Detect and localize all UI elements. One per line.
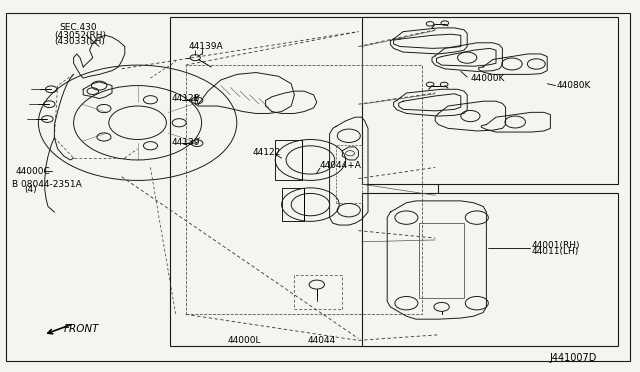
Text: 44122: 44122	[253, 148, 281, 157]
Text: 44000K: 44000K	[470, 74, 505, 83]
Text: 44001(RH): 44001(RH)	[531, 241, 580, 250]
Bar	[275, 140, 302, 180]
Text: 44011(LH): 44011(LH)	[531, 247, 579, 256]
Text: 44000C: 44000C	[16, 167, 51, 176]
Text: J441007D: J441007D	[549, 353, 596, 363]
Bar	[362, 17, 618, 184]
Text: B 08044-2351A: B 08044-2351A	[12, 180, 81, 189]
Bar	[362, 193, 618, 346]
Bar	[336, 145, 362, 203]
Bar	[170, 17, 438, 346]
Text: 44044+A: 44044+A	[320, 161, 362, 170]
Text: 44128: 44128	[172, 94, 200, 103]
Bar	[419, 223, 464, 298]
Text: FRONT: FRONT	[64, 324, 99, 334]
Text: 44139A: 44139A	[189, 42, 223, 51]
Text: 44044: 44044	[307, 336, 335, 345]
Text: 44080K: 44080K	[557, 81, 591, 90]
Text: (43052(RH): (43052(RH)	[54, 31, 106, 40]
Text: 44000L: 44000L	[227, 336, 260, 345]
Text: SEC.430: SEC.430	[60, 23, 97, 32]
Text: (43033(LH): (43033(LH)	[54, 37, 105, 46]
Bar	[282, 188, 304, 221]
Text: (4): (4)	[24, 185, 37, 194]
Bar	[186, 65, 422, 314]
Text: 44139: 44139	[172, 138, 200, 147]
